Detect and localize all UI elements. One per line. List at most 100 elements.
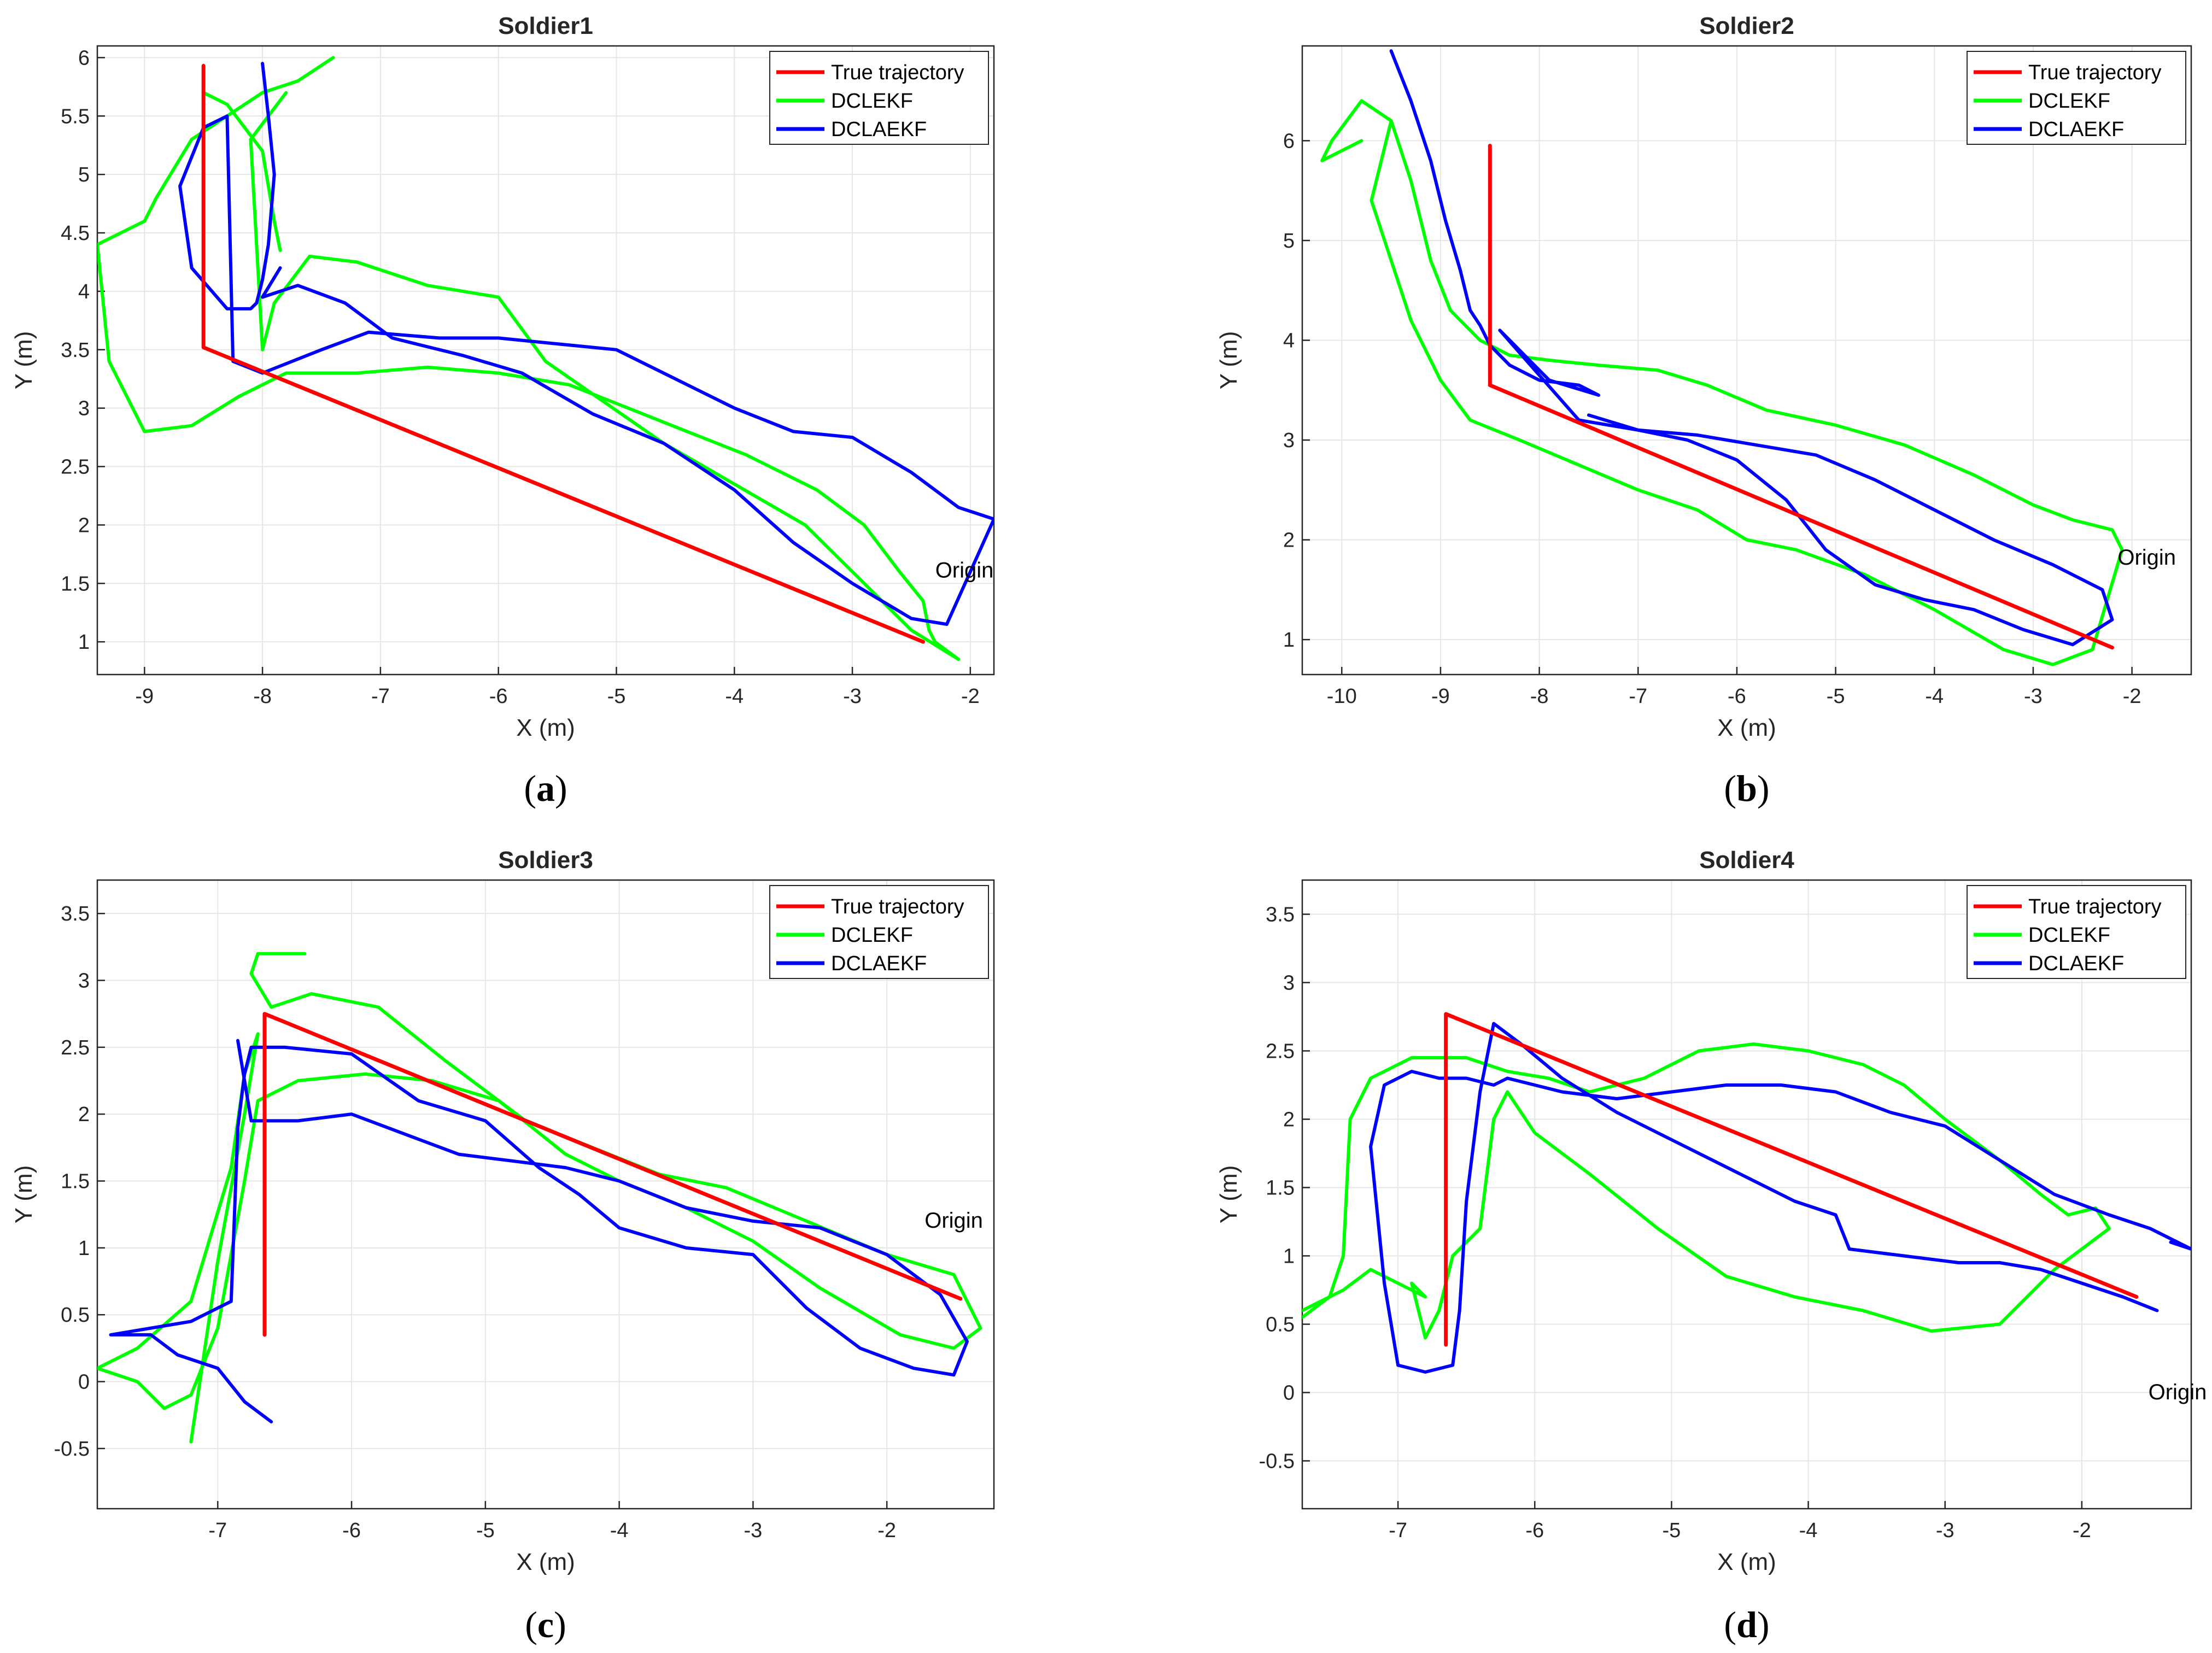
- y-tick-label: 1: [78, 1237, 90, 1260]
- x-tick-label: -5: [476, 1519, 495, 1542]
- y-tick-label: 0.5: [61, 1304, 90, 1327]
- y-tick-label: -0.5: [54, 1438, 90, 1461]
- origin-annotation: Origin: [924, 1209, 983, 1233]
- y-tick-label: 0: [1283, 1382, 1295, 1405]
- x-tick-label: -6: [489, 685, 508, 708]
- y-tick-label: 3: [78, 970, 90, 993]
- series-dclaekf-line: [109, 1039, 969, 1423]
- series-dclekf-line: [97, 56, 961, 661]
- y-tick-label: 1: [78, 631, 90, 654]
- y-tick-label: 2: [1283, 1109, 1295, 1132]
- legend-entry-label: True trajectory: [2028, 895, 2162, 918]
- origin-annotation: Origin: [935, 559, 994, 583]
- x-axis-label: X (m): [516, 1549, 575, 1575]
- y-tick-label: 3: [1283, 972, 1295, 995]
- y-tick-label: 3: [78, 397, 90, 420]
- x-tick-label: -5: [1827, 685, 1845, 708]
- origin-annotation: Origin: [2117, 546, 2176, 570]
- y-tick-label: 1: [1283, 1245, 1295, 1268]
- series-true-trajectory-line: [1444, 1012, 2139, 1347]
- y-tick-label: 3.5: [1266, 904, 1295, 927]
- y-tick-label: 2: [1283, 529, 1295, 552]
- y-tick-label: 6: [78, 46, 90, 69]
- panel-soldier2: -10 -9 -8 -7 -6 -5 -4 -3 -2 1 2 3 4 5 6 Soldier2 X (m) Y …: [1215, 13, 2192, 809]
- x-tick-label: -7: [208, 1519, 227, 1542]
- plot-area: [97, 56, 994, 661]
- x-tick-label: -9: [135, 685, 154, 708]
- axes-frame: [96, 879, 995, 1510]
- x-tick-label: -10: [1327, 685, 1357, 708]
- x-tick-label: -4: [725, 685, 744, 708]
- x-axis-label: X (m): [516, 714, 575, 741]
- legend-entry-label: DCLAEKF: [831, 118, 927, 141]
- y-tick-label: 3.5: [61, 339, 90, 362]
- legend: True trajectory DCLEKF DCLAEKF: [769, 885, 989, 979]
- x-tick-label: -4: [610, 1519, 629, 1542]
- y-tick-label: 1: [1283, 629, 1295, 652]
- chart-title: Soldier2: [1699, 13, 1794, 39]
- legend-entry-label: DCLEKF: [2028, 924, 2110, 947]
- x-tick-label: -7: [1629, 685, 1647, 708]
- series-true-trajectory-line: [201, 63, 925, 644]
- x-tick-label: -6: [1525, 1519, 1544, 1542]
- x-tick-label: -4: [1925, 685, 1944, 708]
- x-tick-label: -2: [2073, 1519, 2091, 1542]
- series-dclekf-line-extra: [202, 91, 282, 253]
- y-tick-label: 5: [1283, 230, 1295, 253]
- legend-entry-label: True trajectory: [831, 895, 964, 918]
- y-tick-label: 2.5: [61, 1036, 90, 1059]
- y-tick-label: 6: [1283, 130, 1295, 153]
- x-tick-label: -2: [2123, 685, 2141, 708]
- y-axis-label: Y (m): [1215, 1165, 1242, 1224]
- x-tick-label: -6: [1728, 685, 1746, 708]
- legend-entry-label: DCLEKF: [831, 90, 913, 113]
- y-tick-label: 4: [78, 280, 90, 303]
- x-tick-label: -7: [371, 685, 390, 708]
- x-tick-label: -8: [1530, 685, 1549, 708]
- chart-title: Soldier1: [498, 13, 593, 39]
- x-tick-label: -4: [1799, 1519, 1818, 1542]
- y-tick-label: 2: [78, 1103, 90, 1126]
- legend: True trajectory DCLEKF DCLAEKF: [1967, 51, 2186, 145]
- y-tick-label: 1.5: [61, 572, 90, 595]
- axes-frame: [96, 45, 995, 676]
- subfigure-caption: (c): [525, 1604, 566, 1645]
- x-tick-label: -3: [2024, 685, 2043, 708]
- x-tick-label: -3: [1936, 1519, 1954, 1542]
- y-tick-label: 1.5: [61, 1170, 90, 1193]
- subfigure-caption: (b): [1724, 767, 1769, 809]
- x-tick-label: -3: [744, 1519, 763, 1542]
- chart-title: Soldier3: [498, 847, 593, 874]
- legend: True trajectory DCLEKF DCLAEKF: [1967, 885, 2186, 979]
- x-tick-label: -8: [253, 685, 272, 708]
- x-tick-label: -5: [1663, 1519, 1681, 1542]
- y-tick-label: 5: [78, 163, 90, 186]
- series-dclekf-line: [1320, 99, 2124, 666]
- y-tick-label: 4: [1283, 329, 1295, 352]
- panel-soldier4: -7 -6 -5 -4 -3 -2 -0.5 0 0.5 1 1.5 2 2.5 3 3.5 Soldier4…: [1215, 847, 2207, 1645]
- x-tick-label: -5: [607, 685, 626, 708]
- legend-entry-label: DCLEKF: [2028, 90, 2110, 113]
- y-tick-label: 2.5: [1266, 1040, 1295, 1063]
- series-dclaekf-line: [1369, 1022, 2191, 1374]
- axes-frame: [1301, 45, 2192, 676]
- legend: True trajectory DCLEKF DCLAEKF: [769, 51, 989, 145]
- series-true-trajectory-line: [262, 1012, 963, 1337]
- series-dclekf-line: [97, 952, 982, 1444]
- y-axis-label: Y (m): [10, 1165, 37, 1224]
- y-tick-label: 2: [78, 514, 90, 537]
- legend-entry-label: DCLAEKF: [831, 952, 927, 975]
- y-tick-label: 0.5: [1266, 1314, 1295, 1337]
- y-axis-label: Y (m): [1215, 331, 1242, 390]
- origin-annotation: Origin: [2149, 1380, 2207, 1404]
- panel-soldier3: -7 -6 -5 -4 -3 -2 -0.5 0 0.5 1 1.5 2 2.5 3 3.5 Soldier3…: [10, 847, 995, 1645]
- x-tick-label: -2: [877, 1519, 896, 1542]
- x-axis-label: X (m): [1717, 1549, 1776, 1575]
- y-tick-label: 0: [78, 1371, 90, 1394]
- y-tick-label: -0.5: [1259, 1450, 1295, 1473]
- series-dclaekf-line: [1389, 49, 2114, 647]
- y-tick-label: 1.5: [1266, 1177, 1295, 1200]
- subfigure-caption: (a): [524, 767, 567, 809]
- chart-title: Soldier4: [1699, 847, 1794, 874]
